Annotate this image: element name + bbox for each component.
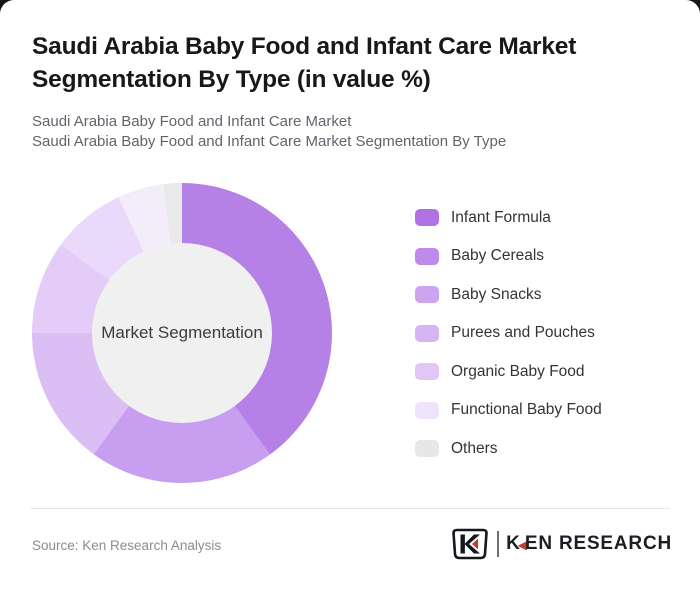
donut-center: Market Segmentation — [92, 243, 272, 423]
donut-chart: Market Segmentation — [32, 183, 332, 483]
logo-word-rest: EN RESEARCH — [524, 533, 672, 554]
legend-item: Baby Snacks — [415, 286, 602, 303]
legend-swatch — [415, 286, 439, 303]
logo-wordmark: K ◀ EN RESEARCH — [506, 533, 672, 555]
legend-label: Baby Cereals — [451, 247, 545, 264]
legend-item: Infant Formula — [415, 209, 602, 226]
legend-swatch — [415, 324, 439, 342]
legend-label: Functional Baby Food — [451, 401, 602, 418]
logo-red-triangle-icon: ◀ — [517, 537, 527, 552]
source-text: Source: Ken Research Analysis — [32, 538, 222, 553]
chart-legend: Infant Formula Baby Cereals Baby Snacks Pur… — [415, 209, 602, 457]
logo-separator — [497, 531, 500, 557]
legend-label: Others — [451, 439, 498, 457]
ken-research-badge-icon — [452, 528, 488, 560]
page-title: Saudi Arabia Baby Food and Infant Care M… — [32, 33, 577, 93]
legend-item: Organic Baby Food — [415, 363, 602, 380]
subtitle-block: Saudi Arabia Baby Food and Infant Care M… — [32, 112, 506, 152]
legend-item: Others — [415, 440, 602, 457]
legend-swatch — [415, 247, 439, 265]
logo-word-k: K — [506, 533, 521, 554]
legend-swatch — [415, 401, 439, 419]
legend-swatch — [415, 363, 439, 380]
legend-label: Baby Snacks — [451, 285, 542, 303]
legend-item: Purees and Pouches — [415, 324, 602, 342]
legend-label: Infant Formula — [451, 208, 551, 226]
legend-item: Functional Baby Food — [415, 401, 602, 419]
legend-swatch — [415, 209, 439, 226]
legend-label: Organic Baby Food — [451, 362, 585, 380]
subtitle-line-1: Saudi Arabia Baby Food and Infant Care M… — [32, 113, 352, 130]
footer-divider — [30, 508, 670, 509]
subtitle-line-2: Saudi Arabia Baby Food and Infant Care M… — [32, 133, 507, 150]
ken-research-logo: K ◀ EN RESEARCH — [451, 528, 672, 560]
legend-swatch — [415, 440, 439, 457]
donut-center-label: Market Segmentation — [101, 323, 263, 342]
legend-item: Baby Cereals — [415, 247, 602, 265]
legend-label: Purees and Pouches — [451, 324, 595, 341]
